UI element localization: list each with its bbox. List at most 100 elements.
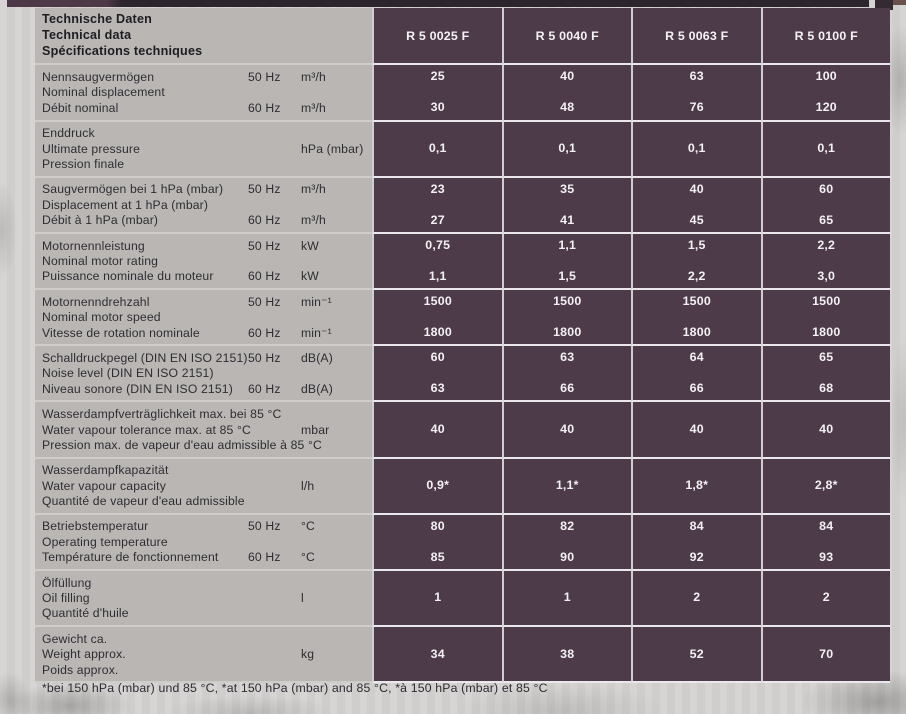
row-line-1: Betriebstemperatur 50 Hz °C	[42, 519, 372, 534]
value-60hz: 27	[430, 212, 445, 227]
row-label-de: Ölfüllung	[42, 575, 92, 590]
value-cell-col4: 40	[760, 402, 891, 459]
row-line-2: Displacement at 1 hPa (mbar)	[42, 197, 372, 212]
value-mid	[504, 85, 632, 100]
value-cell-col3: 40	[631, 402, 761, 459]
row-line-3: Poids approx.	[42, 662, 372, 677]
value-50hz: 0,75	[425, 237, 451, 252]
row-label-en: Water vapour tolerance max. at 85 °C	[42, 422, 251, 437]
value-mid: 0,9*	[426, 477, 450, 492]
value-cell-col4: 60 65	[760, 177, 890, 234]
value-cell-col2: 1500 1800	[501, 290, 631, 347]
row-line-2: Ultimate pressure hPa (mbar)	[42, 141, 372, 156]
value-60hz: 1800	[423, 324, 452, 339]
value-60hz: 92	[689, 549, 704, 564]
row-label-cell: Ölfüllung Oil filling l Quantité d'huile	[35, 570, 372, 628]
value-50hz: 63	[560, 350, 575, 365]
value-mid	[504, 253, 632, 268]
row-line-3: Pression finale	[42, 156, 372, 171]
value-cell-col2: 1,1 1,5	[501, 233, 632, 291]
freq-50hz-label: 50 Hz	[248, 70, 281, 85]
value-mid	[763, 85, 891, 100]
freq-60hz-label: 60 Hz	[248, 100, 281, 115]
value-cell-col1: 25 30	[372, 65, 502, 122]
value-cell-col4: 2	[760, 570, 891, 628]
row-line-2: Nominal motor rating	[42, 253, 372, 268]
unit-label-mid: l/h	[301, 478, 315, 493]
value-50hz	[763, 631, 891, 646]
value-60hz	[504, 156, 632, 171]
value-50hz: 23	[430, 181, 445, 196]
row-line-1: Motornennleistung 50 Hz kW	[42, 238, 372, 253]
row-label-de: Wasserdampfkapazität	[42, 463, 169, 478]
row-line-2: Nominal motor speed	[42, 309, 372, 324]
row-line-2: Water vapour capacity l/h	[42, 478, 372, 493]
table-row: Motornenndrehzahl 50 Hz min⁻¹ Nominal mo…	[35, 290, 890, 347]
row-line-2: Water vapour tolerance max. at 85 °C mba…	[42, 422, 372, 437]
value-cell-col3: 1,8*	[631, 458, 761, 515]
value-50hz	[374, 631, 502, 646]
value-mid: 70	[819, 646, 834, 661]
value-60hz	[763, 662, 891, 677]
table-row: Gewicht ca. Weight approx. kg Poids appr…	[35, 627, 891, 684]
table-title: Technische Daten Technical data Spécific…	[35, 8, 372, 66]
value-cell-col4: 0,1	[760, 121, 890, 178]
value-50hz: 60	[819, 181, 834, 196]
unit-label-60hz: °C	[301, 550, 315, 565]
value-50hz: 1500	[682, 294, 711, 309]
row-label-cell: Enddruck Ultimate pressure hPa (mbar) Pr…	[35, 121, 372, 178]
row-line-1: Nennsaugvermögen 50 Hz m³/h	[42, 69, 372, 84]
value-50hz: 2,2	[817, 237, 836, 252]
row-label-de: Motornennleistung	[42, 238, 145, 253]
technical-data-table: Technische Daten Technical data Spécific…	[35, 8, 891, 684]
value-cell-col3: 63 76	[631, 65, 761, 122]
value-50hz: 84	[689, 518, 704, 533]
value-50hz	[633, 126, 761, 141]
value-60hz: 3,0	[817, 268, 836, 283]
row-line-3: Débit nominal 60 Hz m³/h	[42, 100, 372, 115]
value-60hz	[633, 437, 761, 452]
value-60hz	[633, 156, 761, 171]
value-50hz	[374, 406, 502, 421]
footnote: *bei 150 hPa (mbar) und 85 °C, *at 150 h…	[42, 681, 548, 695]
value-60hz: 66	[560, 381, 575, 396]
value-60hz: 41	[560, 212, 575, 227]
value-60hz	[763, 437, 891, 452]
table-row: Betriebstemperatur 50 Hz °C Operating te…	[35, 514, 890, 571]
value-60hz	[504, 606, 632, 621]
value-cell-col2: 1,1*	[501, 458, 631, 515]
row-label-en: Water vapour capacity	[42, 478, 166, 493]
value-mid: 0,1	[558, 140, 577, 155]
freq-60hz-label: 60 Hz	[248, 269, 281, 284]
row-label-cell: Motornenndrehzahl 50 Hz min⁻¹ Nominal mo…	[35, 290, 372, 347]
value-mid: 40	[560, 421, 575, 436]
row-label-fr: Débit nominal	[42, 100, 119, 115]
value-50hz: 82	[560, 518, 575, 533]
value-60hz	[374, 662, 502, 677]
value-60hz	[633, 606, 761, 621]
value-mid	[374, 85, 502, 100]
row-label-cell: Wasserdampfverträglichkeit max. bei 85 °…	[35, 402, 372, 459]
value-mid: 0,1	[687, 140, 706, 155]
value-50hz: 25	[430, 69, 445, 84]
value-60hz: 93	[819, 549, 834, 564]
value-60hz: 1,5	[558, 268, 577, 283]
value-50hz	[374, 575, 502, 590]
value-60hz	[633, 493, 761, 508]
value-50hz: 40	[689, 181, 704, 196]
row-label-de: Saugvermögen bei 1 hPa (mbar)	[42, 182, 224, 197]
row-label-cell: Schalldruckpegel (DIN EN ISO 2151) 50 Hz…	[35, 346, 372, 403]
column-header-r5-0063f: R 5 0063 F	[631, 8, 761, 66]
value-50hz	[763, 575, 891, 590]
value-60hz: 2,2	[687, 268, 706, 283]
value-50hz: 1,5	[687, 237, 706, 252]
top-right-smudge	[893, 0, 906, 5]
row-label-cell: Motornennleistung 50 Hz kW Nominal motor…	[35, 233, 372, 291]
value-mid: 2	[693, 590, 701, 605]
value-60hz: 85	[430, 549, 445, 564]
table-title-de: Technische Daten	[42, 12, 153, 26]
row-line-2: Noise level (DIN EN ISO 2151)	[42, 366, 372, 381]
value-60hz: 30	[430, 100, 445, 115]
row-line-2: Oil filling l	[42, 590, 372, 605]
row-label-de: Nennsaugvermögen	[42, 70, 155, 85]
